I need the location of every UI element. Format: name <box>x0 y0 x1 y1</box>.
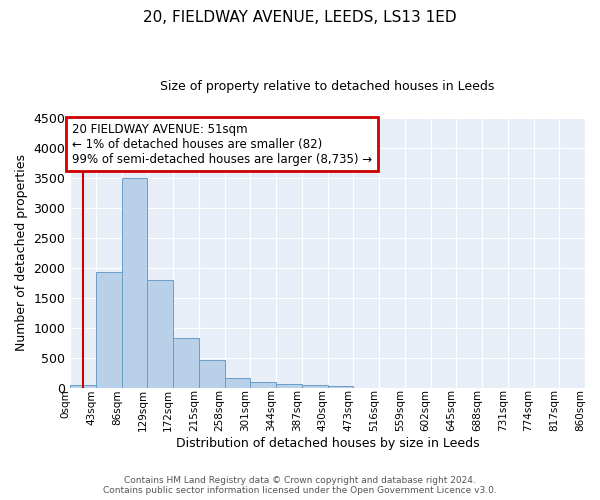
Bar <box>122 178 148 388</box>
Bar <box>250 382 276 388</box>
Bar <box>148 280 173 388</box>
Bar <box>96 272 122 388</box>
Bar <box>302 384 328 388</box>
Title: Size of property relative to detached houses in Leeds: Size of property relative to detached ho… <box>160 80 495 93</box>
Bar <box>199 360 225 388</box>
Text: Contains HM Land Registry data © Crown copyright and database right 2024.
Contai: Contains HM Land Registry data © Crown c… <box>103 476 497 495</box>
Bar <box>70 385 96 388</box>
Bar <box>173 338 199 388</box>
Y-axis label: Number of detached properties: Number of detached properties <box>15 154 28 352</box>
Bar <box>276 384 302 388</box>
Bar <box>328 386 353 388</box>
X-axis label: Distribution of detached houses by size in Leeds: Distribution of detached houses by size … <box>176 437 479 450</box>
Bar <box>225 378 250 388</box>
Text: 20 FIELDWAY AVENUE: 51sqm
← 1% of detached houses are smaller (82)
99% of semi-d: 20 FIELDWAY AVENUE: 51sqm ← 1% of detach… <box>73 122 373 166</box>
Text: 20, FIELDWAY AVENUE, LEEDS, LS13 1ED: 20, FIELDWAY AVENUE, LEEDS, LS13 1ED <box>143 10 457 25</box>
